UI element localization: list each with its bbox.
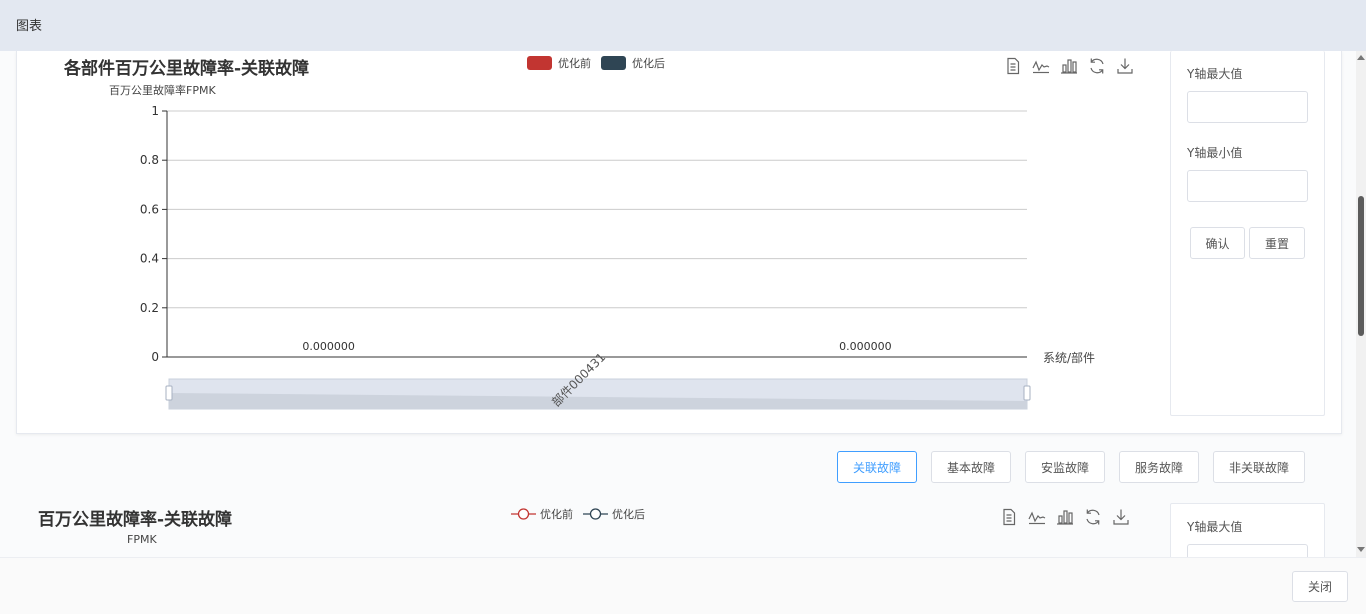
legend2-item-after[interactable]: 优化后 [583,506,645,522]
y-axis-settings-panel-2: Y轴最大值 [1170,503,1325,557]
y-tick-label: 0.6 [140,202,159,216]
legend2-label-before: 优化前 [540,508,573,521]
download-icon[interactable] [1107,507,1135,527]
tab-service-fault[interactable]: 服务故障 [1119,451,1199,483]
chart2-legend[interactable]: 优化前 优化后 [511,506,655,522]
legend-label-after: 优化后 [632,57,665,70]
reset-button[interactable]: 重置 [1249,227,1305,259]
legend2-swatch-before [511,507,536,521]
confirm-button[interactable]: 确认 [1190,227,1245,259]
chart1-plot: 10.80.60.40.20 0.000000 0.000000 部件000431 [140,104,1031,410]
bar-chart-icon[interactable] [1051,507,1079,527]
y-tick-label: 0.8 [140,153,159,167]
chart1-title: 各部件百万公里故障率-关联故障 [64,59,310,79]
chart1-legend[interactable]: 优化前 优化后 [527,55,675,71]
chart1-xaxis-label: 系统/部件 [1043,351,1096,365]
ymax-label: Y轴最大值 [1187,67,1243,81]
scroll-down-arrow-icon[interactable] [1357,547,1365,552]
legend-item-after[interactable]: 优化后 [601,55,665,71]
close-button[interactable]: 关闭 [1292,571,1348,602]
legend-item-before[interactable]: 优化前 [527,55,591,71]
line-chart-icon[interactable] [1023,507,1051,527]
line-chart-icon[interactable] [1027,56,1055,76]
legend2-label-after: 优化后 [612,508,645,521]
y-tick-label: 1 [151,104,159,118]
datazoom-handle-left[interactable] [165,385,173,401]
dialog-body[interactable]: 各部件百万公里故障率-关联故障 百万公里故障率FPMK 优化前 优化后 [0,51,1356,557]
ymax-input[interactable] [1187,91,1308,123]
legend2-swatch-after [583,507,608,521]
y-tick-label: 0.4 [140,252,159,266]
download-icon[interactable] [1111,56,1139,76]
ymin-label: Y轴最小值 [1187,146,1243,160]
bar-value-label: 0.000000 [839,340,892,353]
legend2-item-before[interactable]: 优化前 [511,506,573,522]
legend-swatch-before [527,56,552,70]
restore-icon[interactable] [1083,56,1111,76]
chart1-toolbox [999,56,1139,76]
tab-related-fault[interactable]: 关联故障 [837,451,917,483]
chart2-toolbox [995,507,1135,527]
legend-label-before: 优化前 [558,57,591,70]
scroll-up-arrow-icon[interactable] [1357,55,1365,60]
dialog-title: 图表 [16,19,43,34]
chart1-yaxis-label: 百万公里故障率FPMK [109,84,216,97]
y-tick-label: 0 [151,350,159,364]
vertical-scrollbar[interactable] [1356,51,1366,557]
bar-value-label: 0.000000 [302,340,355,353]
datazoom-shadow [169,393,1027,409]
ymax-input-2[interactable] [1187,544,1308,557]
data-view-icon[interactable] [999,56,1027,76]
chart2-title: 百万公里故障率-关联故障 [38,510,233,530]
dialog-footer: 关闭 [0,557,1366,614]
data-view-icon[interactable] [995,507,1023,527]
tab-basic-fault[interactable]: 基本故障 [931,451,1011,483]
datazoom-handle-right[interactable] [1023,385,1031,401]
y-tick-label: 0.2 [140,301,159,315]
legend-swatch-after [601,56,626,70]
ymin-input[interactable] [1187,170,1308,202]
chart2-yaxis-label: FPMK [127,533,157,546]
bar-chart-icon[interactable] [1055,56,1083,76]
chart-card-1: 各部件百万公里故障率-关联故障 百万公里故障率FPMK 优化前 优化后 [16,51,1342,434]
scrollbar-thumb[interactable] [1358,196,1364,336]
ymax-label-2: Y轴最大值 [1187,520,1243,534]
tab-unrelated-fault[interactable]: 非关联故障 [1213,451,1305,483]
restore-icon[interactable] [1079,507,1107,527]
y-axis-settings-panel: Y轴最大值 Y轴最小值 确认 重置 [1170,51,1325,416]
tab-safety-fault[interactable]: 安监故障 [1025,451,1105,483]
dialog-header: 图表 [0,0,1366,51]
